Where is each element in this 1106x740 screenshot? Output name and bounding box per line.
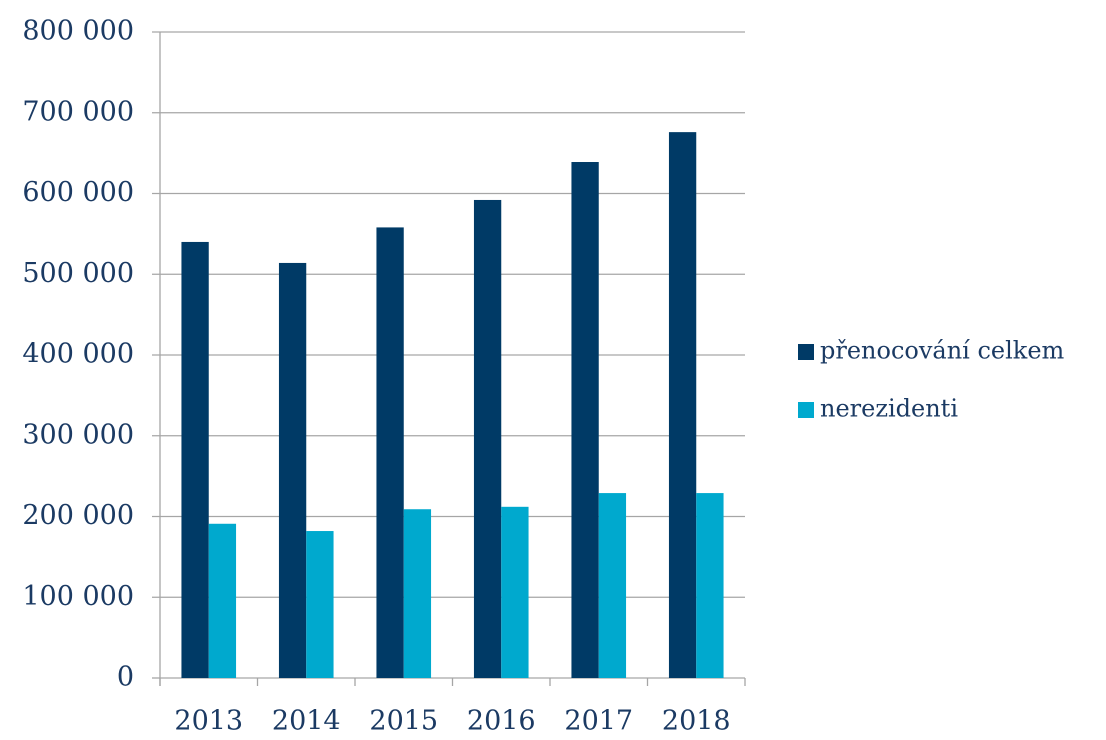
x-tick-label: 2013 xyxy=(174,706,243,737)
bar xyxy=(181,241,209,678)
bar xyxy=(306,531,334,678)
bar xyxy=(668,132,697,678)
x-tick-label: 2014 xyxy=(272,706,341,737)
bar xyxy=(571,162,599,678)
y-tick-label: 100 000 xyxy=(22,581,134,612)
y-tick-label: 300 000 xyxy=(22,419,134,450)
y-tick-label: 600 000 xyxy=(22,177,134,208)
bar xyxy=(403,509,432,678)
x-tick-label: 2016 xyxy=(467,706,536,737)
bar xyxy=(501,506,529,678)
y-tick-label: 400 000 xyxy=(22,339,134,370)
bar xyxy=(208,523,237,678)
bar xyxy=(598,493,627,678)
bar xyxy=(696,493,724,678)
x-tick-label: 2017 xyxy=(564,706,633,737)
x-tick-label: 2015 xyxy=(369,706,438,737)
y-tick-label: 500 000 xyxy=(22,258,134,289)
legend-swatch xyxy=(798,344,814,360)
y-tick-label: 800 000 xyxy=(22,16,134,47)
legend-label: přenocování celkem xyxy=(820,337,1065,365)
bar xyxy=(278,262,307,678)
y-tick-label: 200 000 xyxy=(22,500,134,531)
y-tick-label: 700 000 xyxy=(22,96,134,127)
legend-label: nerezidenti xyxy=(820,395,958,423)
legend-swatch xyxy=(798,402,814,418)
y-tick-label: 0 xyxy=(117,662,134,693)
bar xyxy=(376,227,404,679)
x-tick-label: 2018 xyxy=(662,706,731,737)
bar xyxy=(473,199,502,678)
